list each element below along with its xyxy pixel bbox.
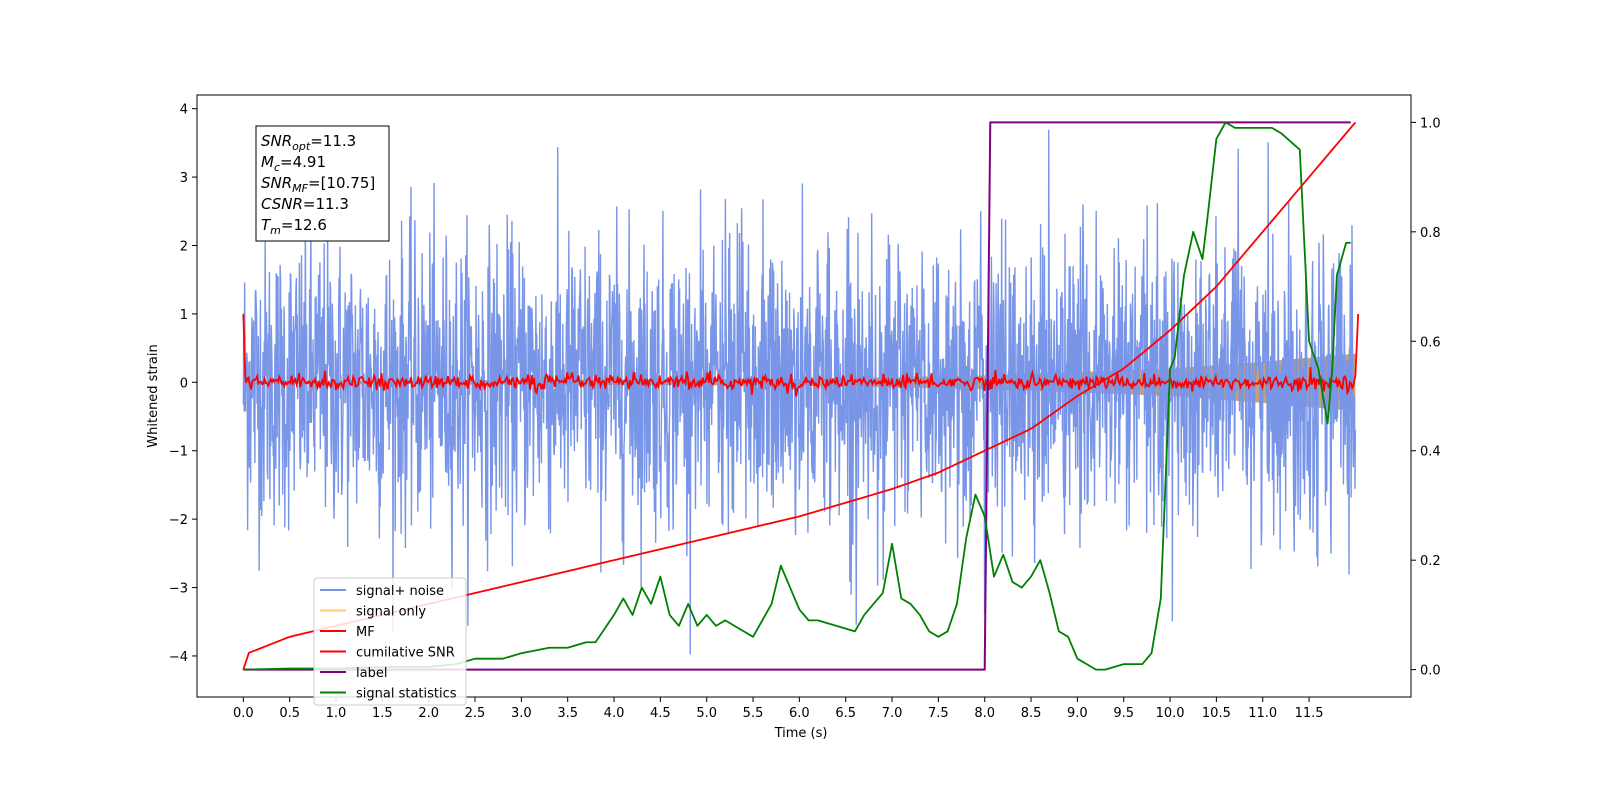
info-box — [255, 125, 390, 242]
series-signal-only-band — [243, 353, 1356, 412]
series-signal-statistics-line — [243, 121, 1351, 671]
y-tick-label: 4 — [180, 103, 188, 118]
y-tick-label: −4 — [169, 650, 188, 665]
legend-label: label — [356, 666, 387, 681]
y-axis-title: Whitened strain — [146, 344, 161, 447]
x-tick-label: 8.5 — [1021, 706, 1042, 721]
info-box-line: Tm=12.6 — [261, 216, 327, 237]
x-tick-label: 5.5 — [743, 706, 764, 721]
info-box-line: Mc=4.91 — [261, 153, 326, 174]
series-signal-noise-line — [242, 129, 1357, 655]
x-tick-label: 6.0 — [789, 706, 810, 721]
x-tick-label: 3.0 — [511, 706, 532, 721]
legend-label: cumilative SNR — [356, 646, 455, 661]
y2-tick-label: 0.2 — [1420, 554, 1441, 569]
x-tick-label: 1.0 — [326, 706, 347, 721]
y2-tick-label: 1.0 — [1420, 116, 1441, 131]
legend-box — [313, 577, 467, 706]
x-tick-label: 2.5 — [465, 706, 486, 721]
legend-label: MF — [356, 625, 375, 640]
y-tick-label: 2 — [180, 240, 188, 255]
y-tick-label: −3 — [169, 582, 188, 597]
series-mf-line — [242, 313, 1360, 397]
y2-tick-label: 0.8 — [1420, 226, 1441, 241]
x-tick-label: 1.5 — [372, 706, 393, 721]
info-box-line: SNRMF=[10.75] — [261, 174, 375, 195]
x-tick-label: 6.5 — [835, 706, 856, 721]
y2-tick-label: 0.4 — [1420, 445, 1441, 460]
y-tick-label: 3 — [180, 171, 188, 186]
x-tick-label: 10.5 — [1202, 706, 1231, 721]
x-tick-label: 9.0 — [1067, 706, 1088, 721]
plot-frame — [196, 94, 1412, 698]
x-tick-label: 11.0 — [1248, 706, 1277, 721]
x-tick-label: 4.5 — [650, 706, 671, 721]
x-tick-label: 0.5 — [279, 706, 300, 721]
legend-label: signal statistics — [356, 687, 457, 702]
y2-tick-label: 0.6 — [1420, 335, 1441, 350]
x-tick-label: 3.5 — [557, 706, 578, 721]
y-tick-label: 1 — [180, 308, 188, 323]
x-tick-label: 7.5 — [928, 706, 949, 721]
y-tick-label: −1 — [169, 445, 188, 460]
y-tick-label: −2 — [169, 513, 188, 528]
x-axis-title: Time (s) — [774, 726, 828, 741]
x-tick-label: 0.0 — [233, 706, 254, 721]
x-tick-label: 7.0 — [882, 706, 903, 721]
legend-label: signal+ noise — [356, 584, 444, 599]
x-tick-label: 9.5 — [1113, 706, 1134, 721]
x-tick-label: 4.0 — [604, 706, 625, 721]
y2-tick-label: 0.0 — [1420, 664, 1441, 679]
y-tick-label: 0 — [180, 376, 188, 391]
x-tick-label: 5.0 — [696, 706, 717, 721]
series-label-line — [243, 121, 1351, 671]
legend-label: signal only — [356, 605, 426, 620]
x-tick-label: 2.0 — [418, 706, 439, 721]
x-tick-label: 10.0 — [1156, 706, 1185, 721]
info-box-line: SNRopt=11.3 — [261, 132, 356, 153]
info-box-line: CSNR=11.3 — [261, 195, 349, 213]
x-tick-label: 8.0 — [974, 706, 995, 721]
x-tick-label: 11.5 — [1295, 706, 1324, 721]
